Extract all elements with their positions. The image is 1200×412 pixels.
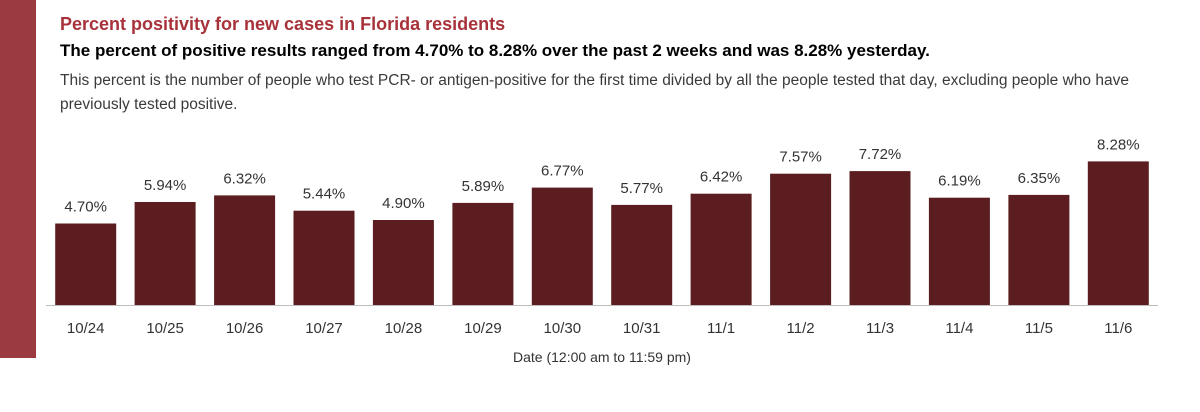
chart-subtitle: The percent of positive results ranged f… (60, 41, 930, 60)
bar-value-label: 6.19% (938, 173, 981, 190)
bar-11/1 (690, 193, 752, 305)
bar-10/31 (611, 204, 673, 305)
chart-description: This percent is the number of people who… (60, 72, 1129, 113)
bar-value-label: 6.77% (541, 163, 584, 180)
x-tick-label: 11/1 (707, 320, 735, 337)
bar-10/27 (293, 210, 355, 305)
bar-11/3 (849, 171, 911, 305)
x-tick-label: 10/25 (146, 320, 184, 337)
bar-11/6 (1087, 161, 1149, 305)
bar-value-label: 5.77% (620, 180, 663, 197)
bar-10/30 (531, 187, 593, 305)
bar-value-label: 7.72% (859, 146, 902, 163)
bar-10/25 (134, 202, 196, 305)
bar-value-label: 6.35% (1018, 170, 1061, 187)
bar-value-label: 6.32% (223, 170, 266, 187)
x-tick-label: 10/29 (464, 320, 502, 337)
x-tick-label: 10/27 (305, 320, 343, 337)
x-axis-title: Date (12:00 am to 11:59 pm) (513, 349, 691, 365)
bar-value-label: 5.94% (144, 177, 187, 194)
x-tick-label: 11/6 (1104, 320, 1132, 337)
bar-value-label: 4.90% (382, 195, 425, 212)
x-tick-label: 10/30 (544, 320, 582, 337)
bar-value-label: 4.70% (64, 199, 107, 216)
accent-side-bar (0, 0, 36, 358)
x-tick-label: 10/26 (226, 320, 264, 337)
x-tick-label: 10/24 (67, 320, 105, 337)
x-tick-label: 10/28 (385, 320, 423, 337)
chart-title: Percent positivity for new cases in Flor… (60, 14, 506, 34)
x-tick-label: 11/5 (1025, 320, 1053, 337)
bar-11/4 (928, 197, 990, 305)
x-tick-label: 11/4 (945, 320, 973, 337)
bar-value-label: 5.89% (462, 178, 505, 195)
bar-10/28 (372, 220, 434, 305)
bar-value-label: 8.28% (1097, 136, 1140, 153)
x-tick-label: 11/2 (787, 320, 815, 337)
x-tick-label: 11/3 (866, 320, 894, 337)
bar-10/26 (214, 195, 276, 305)
bar-value-label: 6.42% (700, 169, 743, 186)
bar-11/5 (1008, 194, 1070, 305)
bar-value-label: 7.57% (779, 149, 822, 166)
bar-value-label: 5.44% (303, 186, 346, 203)
bar-11/2 (770, 173, 832, 305)
bar-10/24 (55, 223, 117, 305)
bar-10/29 (452, 202, 514, 305)
x-tick-label: 10/31 (623, 320, 661, 337)
